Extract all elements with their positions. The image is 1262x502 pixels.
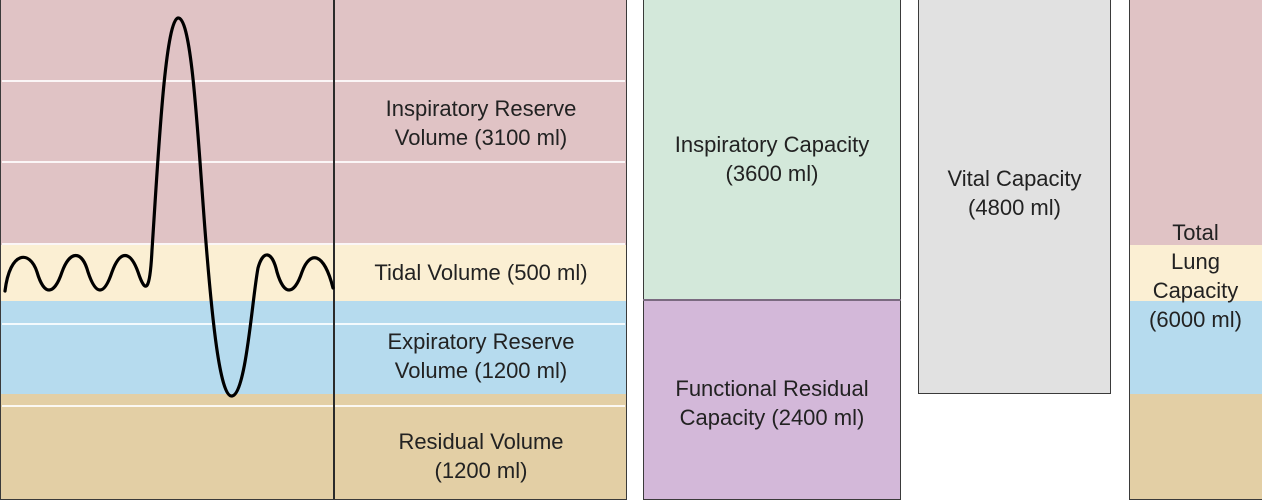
grid-line [2, 243, 625, 245]
tlc-rv-segment [1129, 394, 1262, 500]
erv-label: Expiratory Reserve Volume (1200 ml) [387, 329, 575, 383]
tlc-irv-segment [1129, 0, 1262, 245]
capacity-divider [643, 299, 901, 301]
vital-capacity-block [918, 0, 1111, 394]
spirogram-trace [3, 16, 335, 398]
functional-residual-capacity-label: Functional Residual Capacity (2400 ml) [675, 376, 869, 430]
rv-band [0, 394, 627, 500]
grid-line [2, 323, 625, 325]
inspiratory-capacity-label: Inspiratory Capacity (3600 ml) [674, 132, 870, 186]
irv-label: Inspiratory Reserve Volume (3100 ml) [385, 96, 577, 150]
tidal-band [0, 245, 627, 301]
tlc-tidal-segment [1129, 245, 1262, 301]
tidal-volume-label: Tidal Volume (500 ml) [374, 260, 588, 285]
residual-volume-label: Residual Volume (1200 ml) [398, 429, 564, 483]
total-lung-capacity-label: Total Lung Capacity (6000 ml) [1149, 220, 1242, 332]
inspiratory-capacity-block [643, 0, 901, 300]
vital-capacity-label: Vital Capacity (4800 ml) [947, 166, 1082, 220]
grid-line [2, 80, 625, 82]
divider [333, 0, 335, 500]
functional-residual-capacity-block [643, 300, 901, 500]
grid-line [2, 161, 625, 163]
tlc-erv-segment [1129, 301, 1262, 394]
grid-line [2, 405, 625, 407]
erv-band [0, 301, 627, 394]
irv-band [0, 0, 627, 245]
